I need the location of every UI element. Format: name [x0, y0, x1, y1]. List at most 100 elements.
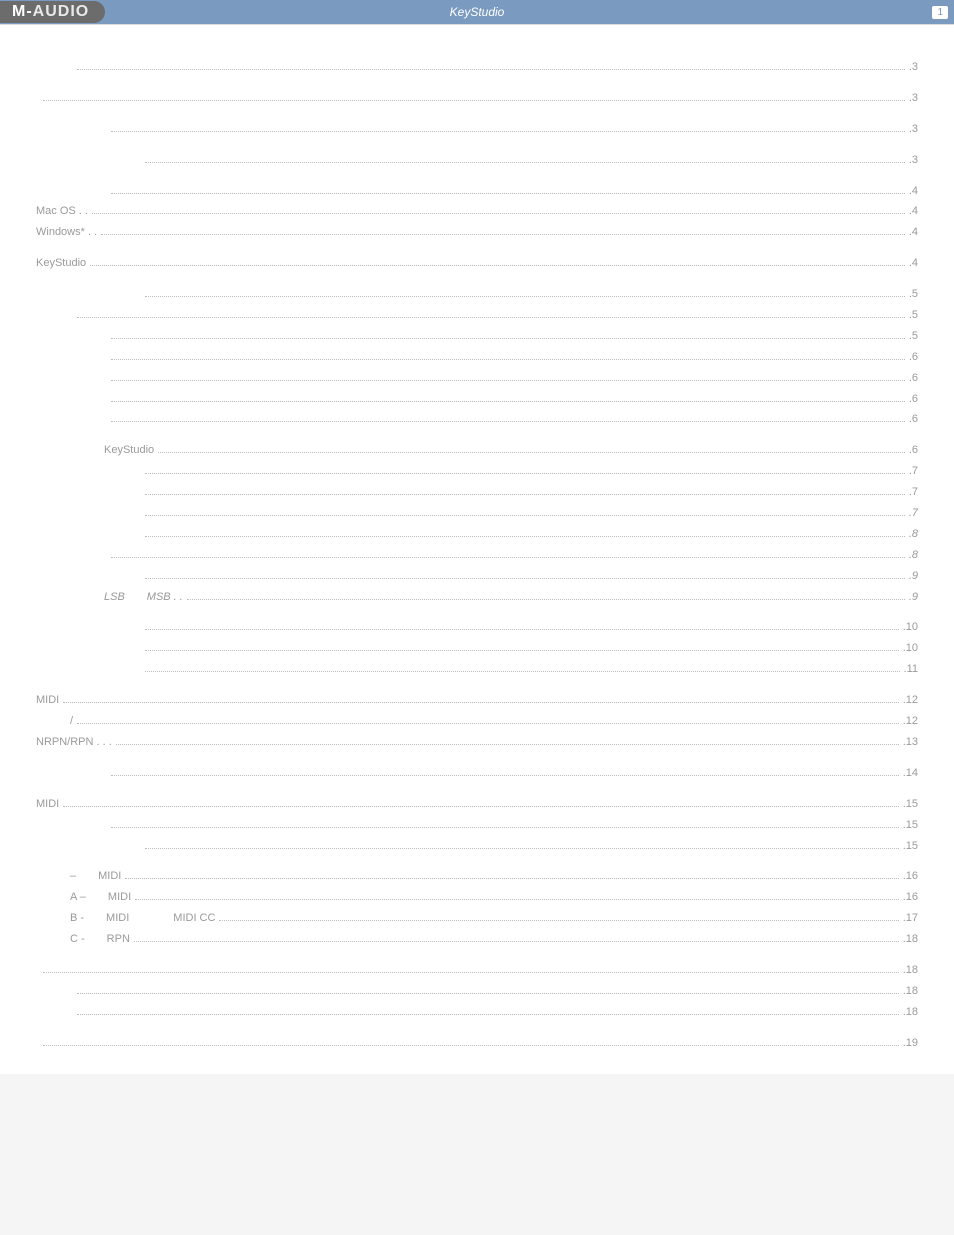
- toc-page: .16: [903, 866, 918, 887]
- toc-row: MIDI.15: [36, 794, 918, 815]
- toc-leader-dots: [111, 557, 905, 558]
- toc-leader-dots: [145, 536, 905, 537]
- toc-label: [138, 482, 141, 503]
- toc-page: .12: [903, 690, 918, 711]
- toc-page: .9: [909, 566, 918, 587]
- toc-row: .8: [36, 545, 918, 566]
- toc-label: [70, 305, 73, 326]
- toc-leader-dots: [111, 359, 905, 360]
- toc-leader-dots: [101, 234, 905, 235]
- toc-row: .6: [36, 347, 918, 368]
- toc-leader-dots: [77, 69, 905, 70]
- toc-leader-dots: [77, 1014, 899, 1015]
- toc-page: .3: [909, 119, 918, 140]
- toc-page: .18: [903, 929, 918, 950]
- toc-page: .7: [909, 503, 918, 524]
- toc-page: .10: [903, 617, 918, 638]
- toc-page: .3: [909, 150, 918, 171]
- page: M-AUDIO KeyStudio 1 .3 .3 .3 .3 .4Mac OS…: [0, 0, 954, 1074]
- toc-page: .17: [903, 908, 918, 929]
- toc-leader-dots: [111, 338, 905, 339]
- toc-page: .7: [909, 461, 918, 482]
- toc-label: Mac OS . .: [36, 201, 88, 222]
- toc-leader-dots: [77, 993, 899, 994]
- toc-row: .10: [36, 617, 918, 638]
- toc-label: [70, 981, 73, 1002]
- toc-label: [138, 461, 141, 482]
- toc-label: [104, 815, 107, 836]
- toc-leader-dots: [111, 401, 905, 402]
- toc-row: .3: [36, 150, 918, 171]
- toc-page: .5: [909, 284, 918, 305]
- toc-leader-dots: [134, 941, 899, 942]
- toc-label: Windows* . .: [36, 222, 97, 243]
- toc-page: .4: [909, 181, 918, 202]
- toc-page: .3: [909, 88, 918, 109]
- toc-row: KeyStudio.4: [36, 253, 918, 274]
- header-page-number: 1: [932, 6, 948, 19]
- toc-row: .14: [36, 763, 918, 784]
- toc-page: .15: [903, 794, 918, 815]
- toc-leader-dots: [125, 878, 898, 879]
- toc-leader-dots: [145, 848, 899, 849]
- toc-label: MIDI: [36, 690, 59, 711]
- toc-label: [36, 88, 39, 109]
- toc-leader-dots: [63, 806, 898, 807]
- toc-row: .7: [36, 461, 918, 482]
- toc-leader-dots: [111, 421, 905, 422]
- toc-leader-dots: [145, 515, 905, 516]
- brand-logo: M-AUDIO: [0, 1, 105, 23]
- toc-page: .15: [903, 815, 918, 836]
- toc-page: .12: [903, 711, 918, 732]
- toc-row: NRPN/RPN . . ..13: [36, 732, 918, 753]
- toc-label: C - RPN: [70, 929, 130, 950]
- toc-row: – MIDI.16: [36, 866, 918, 887]
- toc-leader-dots: [111, 775, 899, 776]
- toc-row: .19: [36, 1033, 918, 1054]
- toc-label: [138, 617, 141, 638]
- toc-leader-dots: [145, 650, 899, 651]
- toc-leader-dots: [145, 162, 905, 163]
- toc-page: .6: [909, 389, 918, 410]
- toc-leader-dots: [77, 317, 905, 318]
- toc-label: LSB MSB . .: [104, 587, 183, 608]
- toc-leader-dots: [145, 494, 905, 495]
- toc-page: .6: [909, 440, 918, 461]
- toc-page: .8: [909, 524, 918, 545]
- toc-row: .5: [36, 305, 918, 326]
- toc-page: .8: [909, 545, 918, 566]
- toc-row: .10: [36, 638, 918, 659]
- toc-row: .18: [36, 1002, 918, 1023]
- toc-leader-dots: [111, 827, 899, 828]
- toc-label: [104, 347, 107, 368]
- toc-label: [104, 409, 107, 430]
- toc-label: [36, 1033, 39, 1054]
- toc-row: KeyStudio.6: [36, 440, 918, 461]
- toc-label: [138, 638, 141, 659]
- toc-leader-dots: [111, 193, 905, 194]
- toc-page: .18: [903, 960, 918, 981]
- toc-label: [138, 503, 141, 524]
- toc-leader-dots: [92, 213, 905, 214]
- toc-row: /.12: [36, 711, 918, 732]
- toc-leader-dots: [43, 100, 905, 101]
- toc-leader-dots: [111, 380, 905, 381]
- toc-label: [138, 836, 141, 857]
- toc-label: [138, 524, 141, 545]
- toc-page: .6: [909, 409, 918, 430]
- brand-suffix: AUDIO: [33, 3, 90, 20]
- toc-leader-dots: [90, 265, 905, 266]
- toc-page: .9: [909, 587, 918, 608]
- toc-label: [104, 545, 107, 566]
- toc-leader-dots: [77, 723, 899, 724]
- toc-page: .3: [909, 57, 918, 78]
- toc-row: .3: [36, 88, 918, 109]
- toc-label: [104, 181, 107, 202]
- toc-label: B - MIDI MIDI CC: [70, 908, 215, 929]
- toc-leader-dots: [145, 473, 905, 474]
- toc-label: [70, 57, 73, 78]
- toc-row: LSB MSB . . .9: [36, 587, 918, 608]
- toc-page: .11: [904, 659, 918, 680]
- toc-label: [104, 119, 107, 140]
- toc-row: C - RPN .18: [36, 929, 918, 950]
